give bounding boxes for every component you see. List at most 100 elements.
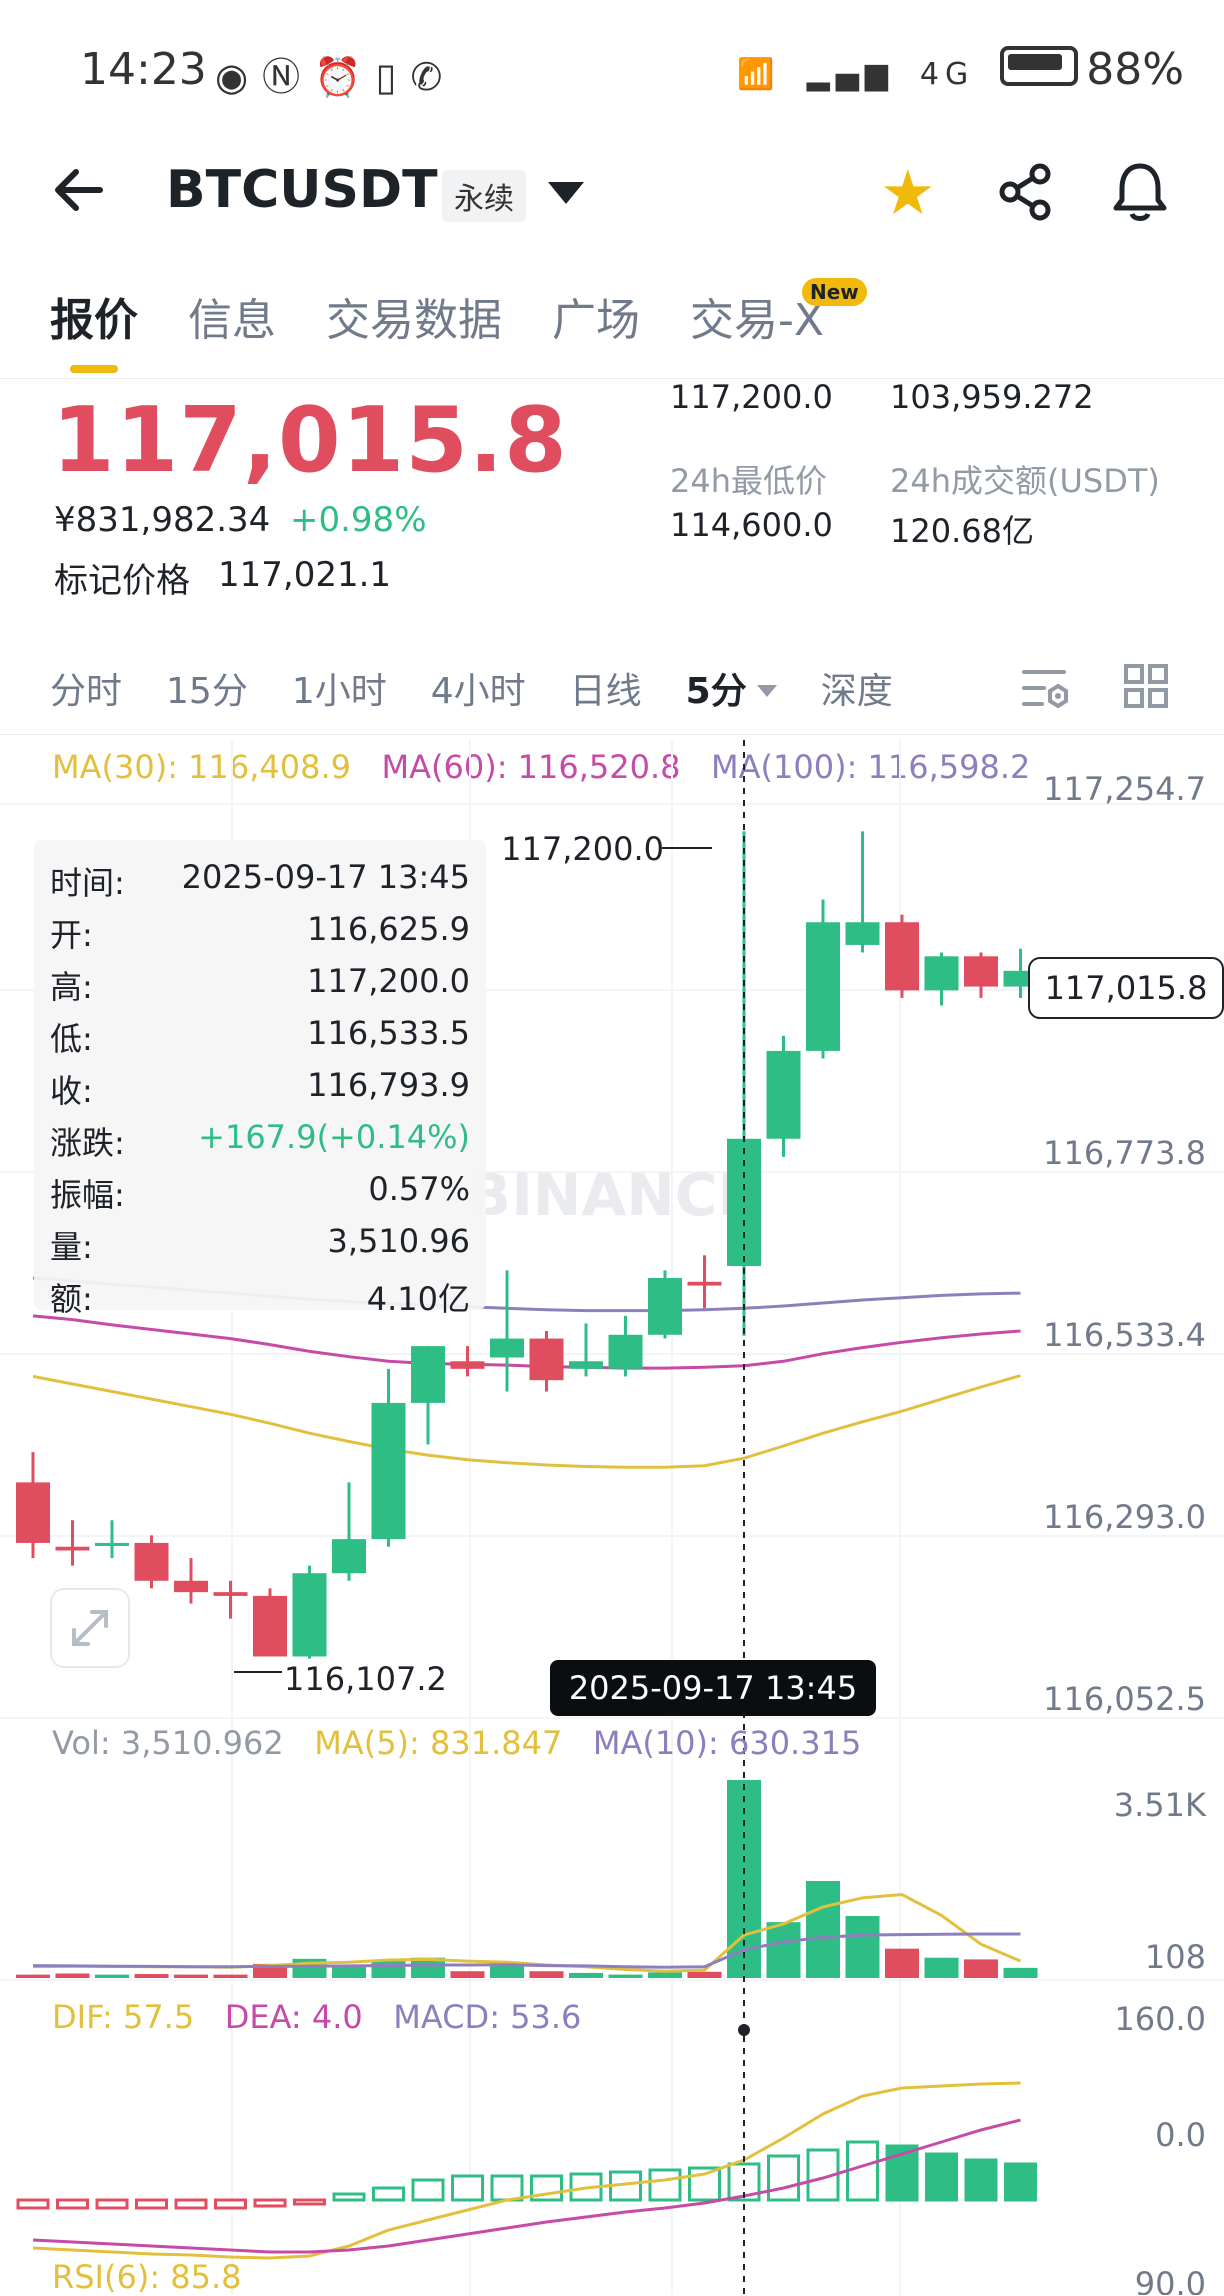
- macd-bar: [688, 2166, 721, 2202]
- volume-bar: [885, 1948, 919, 1978]
- macd-bar: [925, 2152, 958, 2202]
- volume-bar: [411, 1957, 445, 1978]
- tab-trading-data[interactable]: 交易数据: [326, 295, 502, 346]
- back-button[interactable]: [50, 160, 110, 224]
- tooltip-row: 收: 116,793.9: [50, 1066, 470, 1110]
- interval-bar: 分时 15分 1小时 4小时 日线 5分 深度: [50, 662, 937, 714]
- ma-legend: MA(30): 116,408.9 MA(60): 116,520.8 MA(1…: [52, 748, 1030, 786]
- macd-bar: [372, 2186, 405, 2202]
- tab-quote[interactable]: 报价: [50, 295, 138, 346]
- price-axis-label: 116,773.8: [1043, 1134, 1206, 1172]
- eye-icon: ◉: [215, 55, 263, 99]
- macd-bar: [767, 2154, 800, 2202]
- tooltip-row: 涨跌: +167.9(+0.14%): [50, 1118, 470, 1162]
- volume-bar: [450, 1971, 485, 1978]
- macd-bar: [490, 2174, 524, 2202]
- candle-body: [964, 956, 998, 987]
- battery-icon: [1000, 46, 1079, 86]
- indicator-settings-button[interactable]: [1020, 664, 1074, 718]
- tab-info[interactable]: 信息: [188, 295, 276, 346]
- volume-bar: [806, 1881, 840, 1978]
- status-right: 📶 ▂▄▆ 4G 88%: [737, 44, 1184, 95]
- candle-body: [213, 1592, 248, 1596]
- volume-bar: [213, 1974, 248, 1978]
- chevron-down-icon: [756, 685, 777, 697]
- volume-bar: [529, 1971, 564, 1978]
- binance-watermark: BINANCE: [467, 1161, 757, 1229]
- candle-body: [174, 1580, 208, 1593]
- interval-4h[interactable]: 4小时: [430, 671, 526, 712]
- low-24h-value: 114,600.0: [670, 506, 833, 544]
- volume-bar: [924, 1957, 959, 1978]
- layout-button[interactable]: [1122, 662, 1170, 714]
- dif-line: [32, 2081, 1021, 2260]
- symbol-dropdown-icon[interactable]: [548, 182, 584, 204]
- dif-label: DIF: 57.5: [52, 1998, 195, 2036]
- candle-tooltip: 时间: 2025-09-17 13:45 开: 116,625.9 高: 117,20…: [34, 840, 486, 1318]
- crosshair-time-label: 2025-09-17 13:45: [550, 1660, 876, 1716]
- low-24h-label: 24h最低价: [670, 462, 828, 500]
- macd-bar: [1004, 2162, 1037, 2202]
- interval-5m[interactable]: 5分: [686, 671, 777, 712]
- rsi-axis-top: 90.0: [1135, 2265, 1206, 2295]
- macd-bar: [16, 2198, 50, 2210]
- high-24h-value: 117,200.0: [670, 378, 833, 416]
- interval-depth[interactable]: 深度: [820, 671, 893, 712]
- signal-icon: ▂▄▆: [806, 57, 894, 92]
- volume-ma10-label: MA(10): 630.315: [592, 1724, 862, 1762]
- volume-bar: [332, 1965, 366, 1978]
- candle-body: [411, 1346, 445, 1403]
- candle-body: [450, 1361, 485, 1369]
- interval-15m[interactable]: 15分: [166, 671, 248, 712]
- ma30-label: MA(30): 116,408.9: [52, 748, 351, 786]
- macd-legend: DIF: 57.5 DEA: 4.0 MACD: 53.6: [52, 1998, 581, 2036]
- divider: [0, 378, 1224, 379]
- interval-1d[interactable]: 日线: [569, 671, 642, 712]
- share-button[interactable]: [996, 162, 1056, 226]
- macd-bar: [332, 2192, 366, 2202]
- fullscreen-button[interactable]: [50, 1588, 130, 1668]
- candle-body: [845, 922, 880, 945]
- interval-1h[interactable]: 1小时: [291, 671, 387, 712]
- macd-bar: [846, 2140, 879, 2202]
- symbol-title[interactable]: BTCUSDT: [166, 160, 438, 220]
- status-icons: ◉Ⓝ⏰▯✆: [215, 46, 456, 101]
- macd-bar: [253, 2198, 287, 2208]
- candle-body: [292, 1573, 327, 1657]
- ma60-line: [32, 1314, 1021, 1370]
- ma30-line: [32, 1374, 1021, 1469]
- volume_ma10-line: [32, 1932, 1021, 1969]
- wifi-icon: 📶: [737, 57, 781, 92]
- favorite-star-icon[interactable]: ★: [880, 156, 936, 229]
- macd-bar: [95, 2198, 129, 2210]
- current-price-tag: 117,015.8: [1028, 957, 1224, 1019]
- tooltip-row: 低: 116,533.5: [50, 1014, 470, 1058]
- share-icon: [999, 163, 1051, 221]
- volume-axis-top: 3.51K: [1114, 1786, 1207, 1824]
- macd-bar: [174, 2198, 208, 2210]
- turnover-24h-label: 24h成交额(USDT): [890, 462, 1160, 500]
- candle-body: [55, 1546, 90, 1551]
- macd-bar: [135, 2198, 168, 2210]
- battery-percent: 88%: [1086, 44, 1184, 95]
- volume-bar: [55, 1973, 90, 1978]
- tab-square[interactable]: 广场: [552, 295, 640, 346]
- alert-bell-button[interactable]: [1110, 160, 1170, 228]
- interval-timeline[interactable]: 分时: [50, 671, 123, 712]
- price-axis-label: 116,533.4: [1043, 1316, 1206, 1354]
- rsi-label: RSI(6): 85.8: [52, 2258, 242, 2296]
- price-axis-label: 116,052.5: [1043, 1680, 1206, 1718]
- volume-bar: [569, 1972, 603, 1978]
- volume-label: Vol: 3,510.962: [52, 1724, 284, 1762]
- price-change-percent: +0.98%: [290, 500, 427, 540]
- volume-bar: [16, 1974, 50, 1978]
- status-time: 14:23: [80, 44, 207, 95]
- candle-body: [885, 922, 919, 991]
- tab-trade-x[interactable]: 交易-X: [690, 295, 825, 346]
- tooltip-row: 额: 4.10亿: [50, 1280, 470, 1318]
- candle-body: [253, 1595, 287, 1657]
- volume-bar: [687, 1971, 722, 1978]
- active-tab-indicator: [70, 365, 118, 373]
- macd-bar: [530, 2174, 563, 2202]
- min-price-label: 116,107.2: [284, 1660, 447, 1698]
